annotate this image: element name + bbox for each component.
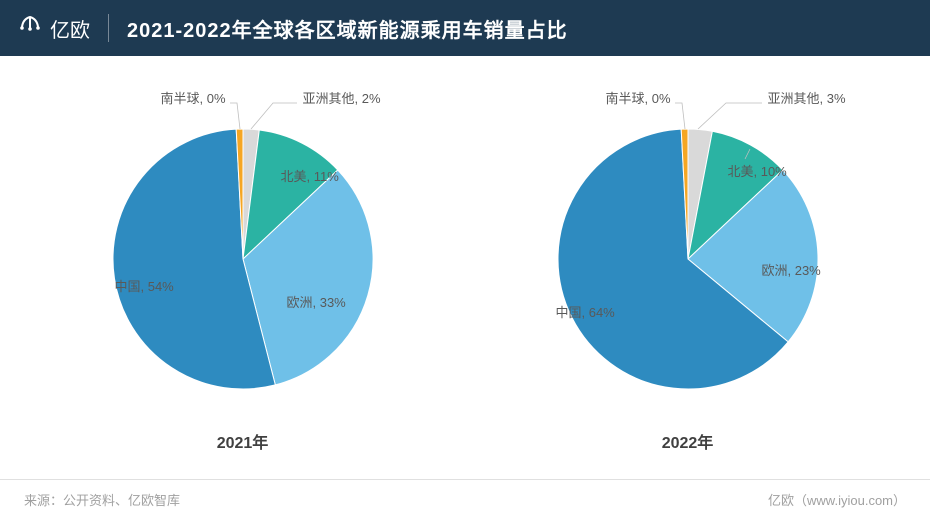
- slice-label-亚洲其他: 亚洲其他, 2%: [303, 88, 381, 107]
- logo-icon: [16, 14, 44, 42]
- slice-label-北美: 北美, 10%: [728, 161, 787, 180]
- leader-line: [251, 103, 297, 129]
- footer-source: 来源：公开资料、亿欧智库: [24, 490, 180, 509]
- leader-line: [675, 103, 685, 129]
- slice-label-北美: 北美, 11%: [281, 166, 339, 185]
- footer-brand: 亿欧（www.iyiou.com）: [768, 490, 906, 509]
- year-label-2022: 2022年: [662, 429, 714, 453]
- slice-label-中国: 中国, 64%: [556, 302, 615, 321]
- charts-container: 2021年 亚洲其他, 2% 北美, 11% 欧洲, 33% 中国, 54% 南半球, …: [0, 56, 930, 466]
- chart-2021: 2021年 亚洲其他, 2% 北美, 11% 欧洲, 33% 中国, 54% 南半球, …: [23, 76, 463, 456]
- year-label-2021: 2021年: [217, 429, 269, 453]
- page-title: 2021-2022年全球各区域新能源乘用车销量占比: [127, 14, 568, 43]
- slice-label-亚洲其他: 亚洲其他, 3%: [768, 88, 846, 107]
- header-divider: [108, 14, 109, 42]
- leader-line: [230, 103, 240, 129]
- chart-2022: 2022年 亚洲其他, 3% 北美, 10% 欧洲, 23% 中国, 64% 南半球, …: [468, 76, 908, 456]
- brand-logo: 亿欧: [16, 14, 90, 43]
- slice-label-中国: 中国, 54%: [115, 276, 174, 295]
- slice-label-欧洲: 欧洲, 33%: [287, 292, 346, 311]
- pie-2022: [468, 79, 908, 419]
- logo-text: 亿欧: [50, 14, 90, 43]
- header-bar: 亿欧 2021-2022年全球各区域新能源乘用车销量占比: [0, 0, 930, 56]
- slice-label-南半球: 南半球, 0%: [161, 88, 226, 107]
- footer-bar: 来源：公开资料、亿欧智库 亿欧（www.iyiou.com）: [0, 479, 930, 519]
- leader-line: [698, 103, 762, 129]
- pie-2021: [23, 79, 463, 419]
- slice-label-欧洲: 欧洲, 23%: [762, 260, 821, 279]
- slice-label-南半球: 南半球, 0%: [606, 88, 671, 107]
